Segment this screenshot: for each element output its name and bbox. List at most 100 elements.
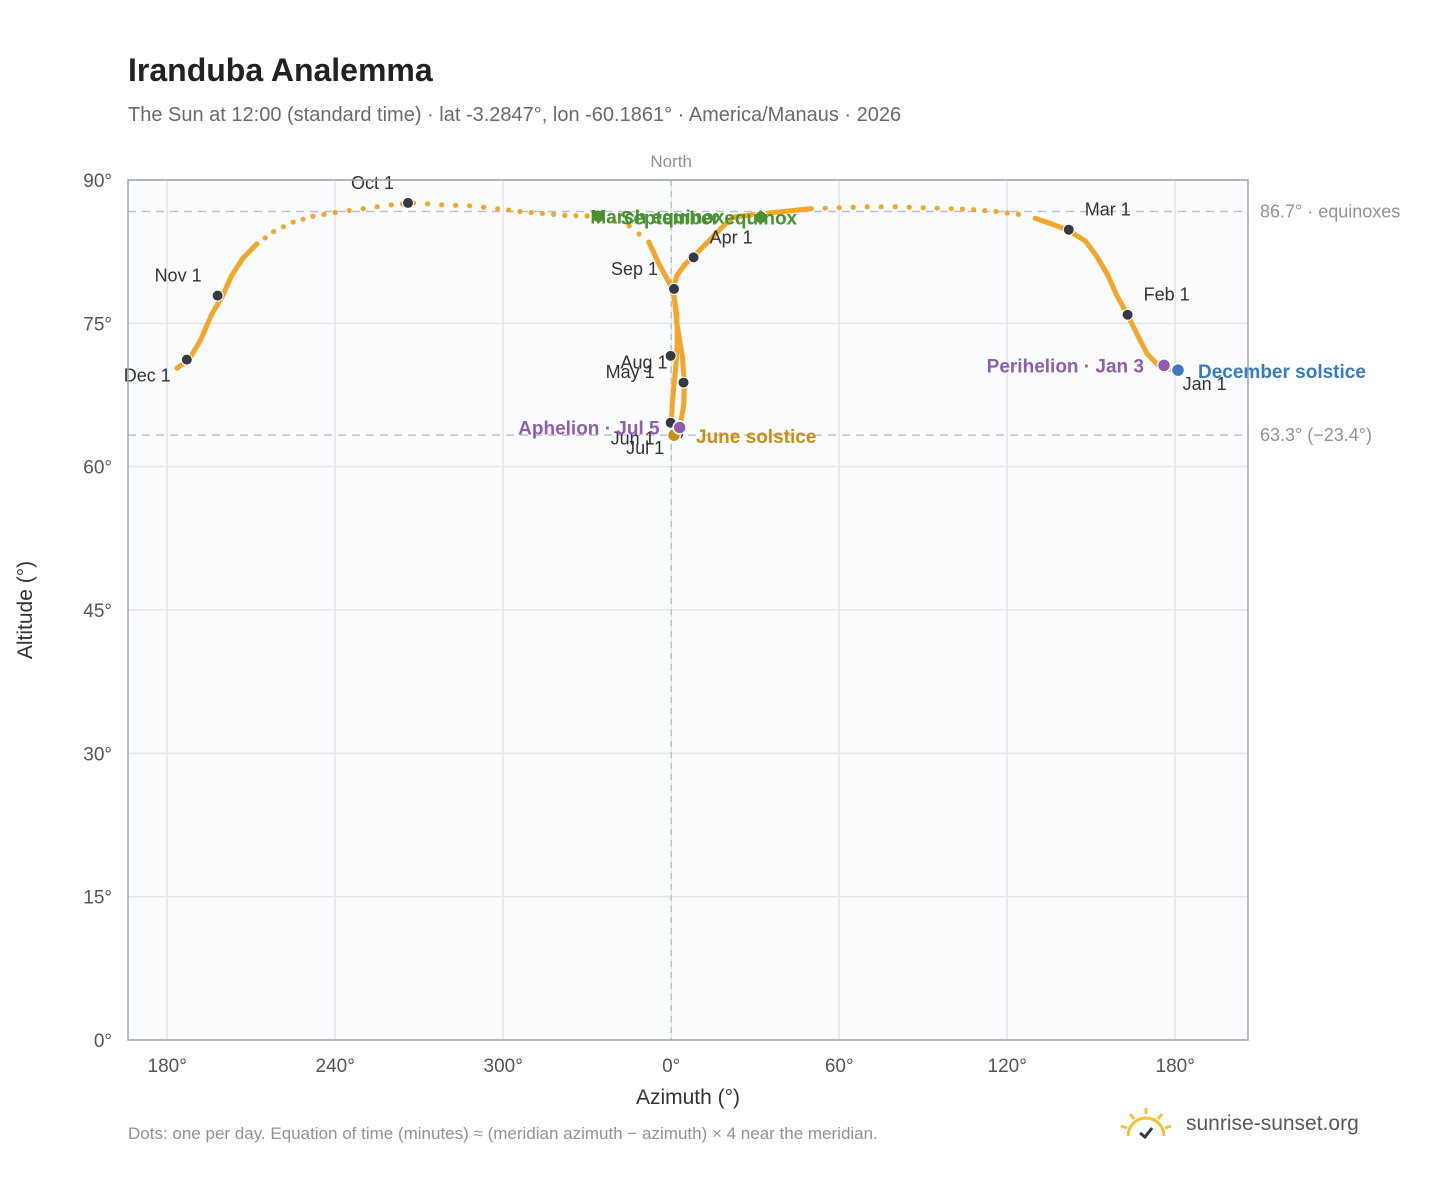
path-segment xyxy=(1083,238,1100,259)
event-label: June solstice xyxy=(696,427,816,448)
path-segment xyxy=(702,225,725,248)
axis-ticks: 180° 240° 300° 0° 60° 120° 180° 0° 15° 30° 45° 60° 7… xyxy=(83,171,1195,1077)
y-tick-label: 0° xyxy=(94,1031,112,1052)
x-tick-label: 0° xyxy=(662,1056,680,1077)
path-segment xyxy=(1144,351,1161,368)
day-dot xyxy=(271,229,277,235)
sun-path xyxy=(174,200,1181,437)
day-dot xyxy=(626,223,632,229)
reference-line-label: 63.3° (−23.4°) xyxy=(1260,425,1372,445)
day-dot xyxy=(878,204,884,210)
month-marker-label: Nov 1 xyxy=(155,266,202,286)
event-marker xyxy=(1156,358,1172,373)
day-dot xyxy=(971,207,977,213)
day-dot xyxy=(321,211,327,217)
path-segment xyxy=(646,239,663,269)
month-marker xyxy=(664,349,677,362)
day-dot xyxy=(959,206,966,212)
x-tick-label: 120° xyxy=(988,1056,1027,1077)
day-dot xyxy=(864,204,870,210)
day-dot xyxy=(528,209,534,216)
day-dot xyxy=(982,207,988,214)
month-marker-label: Mar 1 xyxy=(1085,200,1131,220)
plot-frame xyxy=(127,179,1249,1041)
day-dot xyxy=(374,204,380,210)
day-dot xyxy=(280,224,286,230)
month-marker-label: Aug 1 xyxy=(620,353,667,373)
x-tick-label: 300° xyxy=(484,1056,523,1077)
x-tick-label: 60° xyxy=(825,1056,854,1077)
path-segment xyxy=(1094,253,1111,279)
month-marker-label: Feb 1 xyxy=(1144,285,1190,305)
meridian-label: North xyxy=(650,152,692,171)
month-marker-label: Dec 1 xyxy=(124,366,171,386)
reference-line-label: 86.7° · equinoxes xyxy=(1260,202,1400,222)
path-segment xyxy=(780,206,814,215)
month-marker xyxy=(1062,223,1075,236)
month-marker xyxy=(402,196,414,209)
sun-logo-icon xyxy=(1120,1108,1172,1140)
path-segment xyxy=(719,214,736,231)
day-dot xyxy=(346,207,352,214)
footnote: Dots: one per day. Equation of time (min… xyxy=(128,1124,878,1143)
month-marker-label: Jul 1 xyxy=(626,438,664,458)
y-tick-label: 15° xyxy=(83,888,112,909)
event-marker xyxy=(672,420,687,435)
day-dot xyxy=(332,209,338,216)
path-segment xyxy=(674,320,685,360)
brand-name: sunrise-sunset.org xyxy=(1186,1112,1359,1135)
path-segment xyxy=(240,241,260,261)
month-marker xyxy=(180,353,193,366)
month-marker xyxy=(687,251,700,264)
day-dot xyxy=(611,218,617,224)
day-dot xyxy=(481,204,487,210)
day-dot xyxy=(636,231,642,237)
day-dot xyxy=(495,206,501,212)
day-dot xyxy=(562,212,568,218)
day-dot xyxy=(906,204,912,210)
page-title: Iranduba Analemma xyxy=(128,52,433,88)
month-marker xyxy=(211,289,224,302)
month-marker-label: May 1 xyxy=(606,362,655,382)
day-dot xyxy=(425,201,431,207)
day-dot xyxy=(551,211,557,217)
day-dot xyxy=(300,216,306,222)
day-dot xyxy=(360,206,366,212)
day-dot xyxy=(934,205,940,211)
day-dot xyxy=(388,202,394,208)
x-tick-label: 240° xyxy=(316,1056,355,1077)
event-marker xyxy=(753,210,769,225)
brand[interactable]: sunrise-sunset.org xyxy=(1118,1102,1359,1146)
path-segment xyxy=(1032,215,1055,227)
event-label: September equinox xyxy=(621,208,798,229)
day-dot xyxy=(836,205,842,211)
y-axis-label: Altitude (°) xyxy=(14,561,37,659)
day-dot xyxy=(517,208,523,215)
event-marker xyxy=(591,209,606,224)
path-segment xyxy=(1105,273,1119,298)
y-tick-label: 90° xyxy=(83,171,112,192)
y-tick-label: 45° xyxy=(83,601,112,622)
day-dot xyxy=(573,213,579,219)
day-dot xyxy=(850,204,856,210)
day-dot xyxy=(439,202,445,208)
month-marker xyxy=(677,376,690,389)
day-dot xyxy=(808,206,814,212)
day-dot xyxy=(254,241,260,247)
event-label: March equinox xyxy=(590,207,725,228)
path-segment xyxy=(1136,335,1150,357)
day-dot xyxy=(539,210,546,217)
path-segment xyxy=(229,255,246,279)
y-tick-label: 75° xyxy=(83,314,112,335)
x-axis-label: Azimuth (°) xyxy=(636,1086,740,1109)
day-dot xyxy=(892,204,898,210)
y-tick-label: 60° xyxy=(83,458,112,479)
day-dot xyxy=(584,213,590,219)
day-dot xyxy=(453,202,459,208)
day-dot xyxy=(262,235,268,241)
page-subtitle: The Sun at 12:00 (standard time) · lat -… xyxy=(128,104,902,126)
day-dot xyxy=(1004,210,1010,216)
event-label: December solstice xyxy=(1198,362,1366,383)
